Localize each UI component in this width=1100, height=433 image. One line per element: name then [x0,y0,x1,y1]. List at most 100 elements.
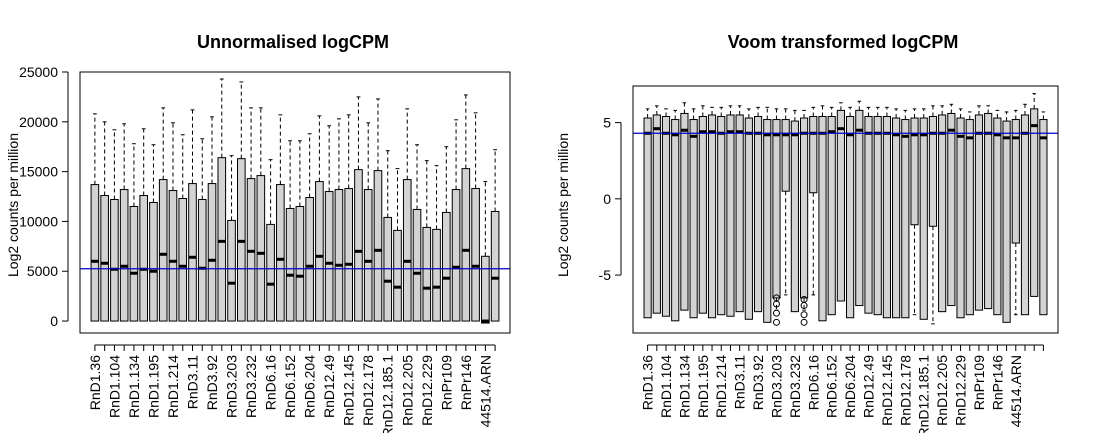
y-tick-label: 5 [603,115,611,131]
box-rect [217,157,227,322]
box-38 [451,119,461,322]
plot-frame [632,85,1059,334]
box-33 [402,108,412,322]
box-11 [735,105,744,313]
box-rect [827,115,836,316]
box-4 [671,109,680,322]
box-rect [354,169,363,322]
x-tick-label: RnPr109 [438,355,454,410]
box-4 [119,123,129,322]
box-39 [993,109,1002,316]
x-tick-label: RnD1.134 [676,355,692,418]
box-rect [276,184,285,322]
box-rect [661,115,671,317]
box-rect [481,255,490,324]
box-23 [846,106,855,319]
x-tick-label: 44514.ARN [477,355,493,427]
box-1 [643,108,652,319]
box-12 [744,108,753,320]
x-tick-label: RnD1.36 [87,355,103,410]
box-rect [305,197,314,322]
box-rect [984,112,993,310]
x-tick-label: RnD12.229 [419,355,435,426]
box-rect [158,179,168,322]
box-25 [864,106,873,314]
box-rect [836,109,845,302]
box-rect [178,198,188,322]
box-28 [892,108,901,319]
box-rect [882,115,892,319]
box-24 [315,115,324,322]
box-rect [698,115,707,314]
box-37 [442,146,451,322]
box-rect [643,117,652,319]
box-rect [855,109,864,307]
box-rect [974,114,984,311]
x-tick-label: RnPr146 [989,355,1005,410]
box-41 [481,181,490,324]
box-26 [873,106,882,316]
x-tick-label: RnD1.214 [713,355,729,418]
box-rect [412,208,422,322]
box-13 [753,106,763,313]
box-rect [461,168,471,322]
box-rect [129,205,139,322]
x-tick-label: RnD6.204 [842,355,858,418]
x-tick-label: RnD1.134 [126,355,142,418]
x-tick-label: RnD12.205 [399,355,415,426]
box-rect [892,117,901,319]
box-rect [315,181,324,322]
box-17 [790,109,799,313]
box-rect [671,119,680,322]
box-15 [772,108,781,326]
box-rect [324,191,334,322]
outlier-point [772,300,780,308]
box-35 [422,160,432,322]
box-rect [717,115,726,316]
box-rect [763,119,772,323]
x-tick-label: RnD3.232 [243,355,259,418]
box-rect [799,117,809,299]
box-rect [781,119,790,192]
box-rect [910,117,919,226]
x-tick-label: RnD3.92 [204,355,220,410]
x-tick-label: RnD3.92 [750,355,766,410]
box-rect [256,175,266,322]
box-rect [285,207,295,322]
box-6 [139,128,148,322]
x-tick-label: RnD12.49 [321,355,337,418]
y-tick-label: -5 [599,267,612,283]
box-21 [827,106,836,316]
box-18 [799,109,809,326]
box-rect [689,119,698,319]
box-40 [471,112,480,322]
box-22 [295,140,305,322]
x-tick-label: RnD1.195 [695,355,711,418]
box-rect [772,119,781,299]
y-tick-label: 15000 [19,164,58,180]
box-rect [295,205,305,322]
box-20 [818,105,827,322]
y-tick-label: 25000 [19,64,58,80]
box-rect [947,112,956,307]
box-14 [763,106,772,323]
box-31 [383,150,393,322]
box-rect [334,189,344,322]
x-tick-label: RnD3.11 [185,355,201,409]
x-tick-label: RnD1.36 [640,355,656,410]
box-rect [344,188,353,322]
box-34 [947,103,956,307]
box-32 [928,105,938,325]
box-rect [744,117,753,320]
box-23 [305,133,314,322]
y-axis-label: Log2 counts per million [5,133,21,277]
box-rect [100,195,109,322]
box-rect [652,114,661,314]
box-9 [168,122,178,322]
box-rect [809,115,818,194]
x-tick-label: RnPr109 [971,355,987,410]
x-tick-label: RnD12.178 [897,355,913,426]
box-rect [993,117,1002,316]
box-rect [442,211,451,322]
box-rect [188,183,197,322]
